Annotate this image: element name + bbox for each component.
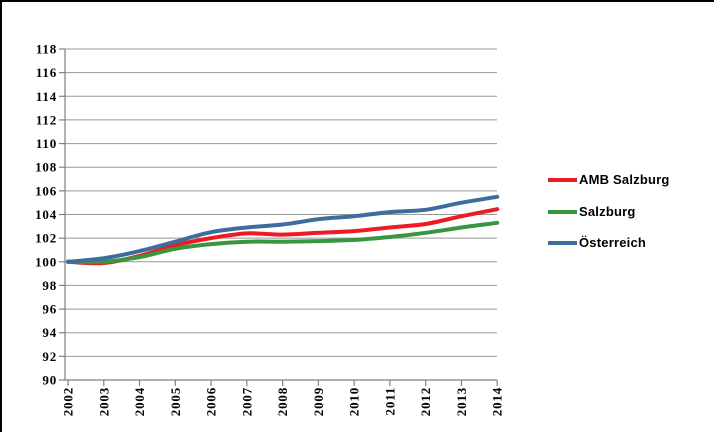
legend-label: Salzburg: [579, 204, 636, 219]
y-axis-label: 104: [35, 207, 57, 222]
legend-item-amb-salzburg: AMB Salzburg: [548, 169, 670, 190]
series-line-salzburg: [66, 220, 500, 265]
x-axis-label: 2003: [96, 387, 111, 416]
x-axis-label: 2002: [61, 387, 76, 416]
x-axis-label: 2011: [382, 387, 397, 415]
legend-line-red: [548, 177, 577, 182]
x-axis-label: 2013: [454, 387, 469, 416]
legend-line-green: [548, 209, 577, 214]
legend-label: Österreich: [579, 235, 647, 250]
legend-item-oesterreich: Österreich: [548, 232, 646, 253]
y-axis-label: 90: [42, 373, 57, 388]
y-axis-label: 108: [35, 160, 57, 175]
x-axis-label: 2007: [239, 387, 254, 416]
y-axis-label: 118: [36, 42, 57, 57]
x-axis-label: 2010: [347, 387, 362, 416]
legend-line-blue: [548, 240, 577, 245]
y-axis-label: 98: [42, 278, 57, 293]
y-axis-label: 116: [36, 65, 57, 80]
series-line-osterreich: [66, 194, 500, 264]
y-axis-label: 100: [35, 254, 57, 269]
y-axis-label: 92: [42, 349, 57, 364]
y-axis-label: 114: [36, 89, 57, 104]
x-axis-label: 2014: [490, 387, 505, 416]
x-axis-label: 2004: [132, 387, 147, 416]
legend-label: AMB Salzburg: [579, 172, 670, 187]
y-axis-label: 110: [36, 136, 57, 151]
series-line-amb-salzburg: [66, 207, 500, 266]
y-axis-label: 112: [36, 112, 57, 127]
y-axis-label: 96: [42, 302, 57, 317]
x-axis-label: 2009: [311, 387, 326, 416]
x-axis-label: 2006: [204, 387, 219, 416]
y-axis-label: 106: [35, 183, 57, 198]
y-axis-label: 94: [42, 325, 57, 340]
x-axis-label: 2012: [418, 387, 433, 416]
x-axis-label: 2008: [275, 387, 290, 416]
x-axis-label: 2005: [168, 387, 183, 416]
y-axis-label: 102: [35, 231, 57, 246]
legend-item-salzburg: Salzburg: [548, 201, 636, 222]
